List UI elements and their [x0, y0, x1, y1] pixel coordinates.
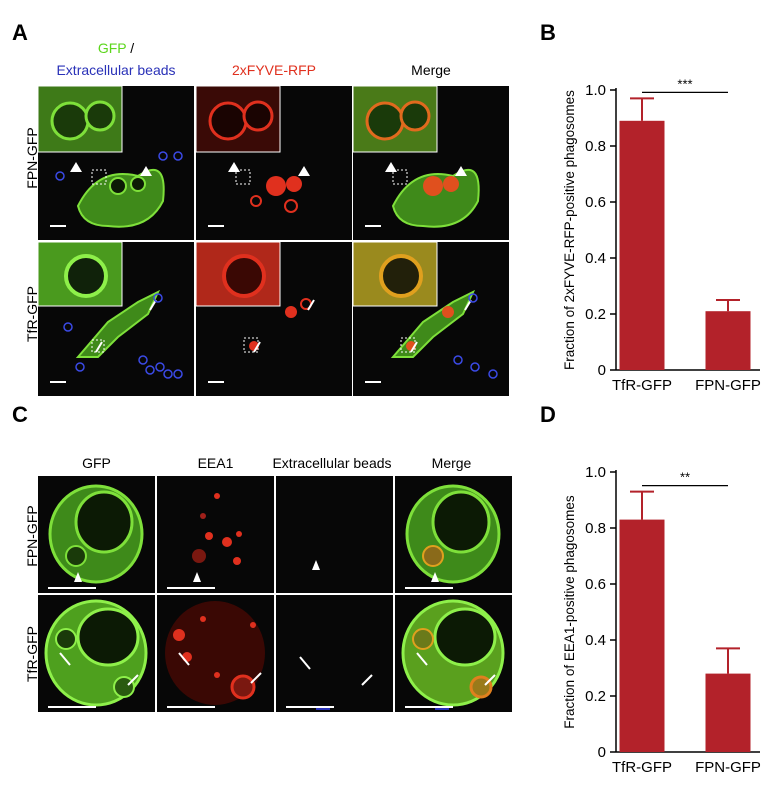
chart-b-bar-0 — [619, 120, 665, 370]
panel-letter-b: B — [540, 20, 556, 45]
chart-d-ytick-label: 1.0 — [585, 464, 606, 481]
micrograph-c-fpn-beads-image — [312, 560, 320, 570]
micrograph-a-tfr-gfp — [38, 242, 194, 396]
panel-a-gfp-label: GFP / — [38, 40, 194, 56]
chart-b-ytick-label: 0.4 — [585, 250, 606, 267]
micrograph-c-fpn-merge-image — [405, 484, 501, 589]
micrograph-c-tfr-merge-image — [401, 599, 505, 710]
chart-b-ytick-label: 0.8 — [585, 138, 606, 155]
micrograph-a-fpn-gfp-image — [38, 86, 183, 228]
chart-b: 0 0.2 0.4 0.6 0.8 1.0 Fraction of 2xFYVE-RFP-p… — [540, 40, 774, 400]
chart-b-significance-label: *** — [677, 76, 692, 91]
chart-b-bar-1 — [705, 311, 751, 370]
micrograph-a-fpn-rfp-image — [196, 86, 310, 227]
panel-a-beads-label: Extracellular beads — [56, 62, 176, 78]
micrograph-a-fpn-merge-image — [353, 86, 480, 228]
panel-c-gfp-label: GFP — [82, 455, 111, 471]
chart-d: 0 0.2 0.4 0.6 0.8 1.0 Fraction of EEA1-positiv… — [540, 422, 774, 793]
panel-letter-c: C — [12, 402, 28, 427]
micrograph-a-tfr-gfp-image — [38, 242, 183, 383]
micrograph-c-fpn-beads — [276, 476, 393, 593]
chart-b-ytick-label: 1.0 — [585, 82, 606, 99]
panel-letter-d: D — [540, 402, 556, 427]
chart-d-ylabel: Fraction of EEA1-positive phagosomes — [562, 495, 577, 729]
panel-c-beads-label: Extracellular beads — [272, 455, 392, 471]
gfp-label: GFP — [97, 40, 127, 56]
micrograph-a-fpn-rfp — [196, 86, 352, 240]
chart-d-ytick-label: 0.8 — [585, 520, 606, 537]
micrograph-c-tfr-beads — [276, 595, 393, 712]
micrograph-c-fpn-gfp-image — [48, 484, 144, 589]
panel-letter-a: A — [12, 20, 28, 45]
chart-b-ytick-label: 0.2 — [585, 306, 606, 323]
micrograph-c-tfr-gfp — [38, 595, 155, 712]
panel-c-merge-label: Merge — [431, 455, 472, 471]
chart-b-ytick-label: 0 — [598, 362, 606, 379]
micrograph-c-tfr-beads-image — [286, 656, 373, 710]
chart-d-significance-label: ** — [680, 470, 690, 485]
chart-d-svg: 0 0.2 0.4 0.6 0.8 1.0 Fraction of EEA1-positiv… — [562, 464, 761, 776]
micrograph-a-fpn-merge — [353, 86, 509, 240]
chart-d-ytick-label: 0.4 — [585, 632, 606, 649]
chart-d-ytick-label: 0.2 — [585, 688, 606, 705]
chart-b-svg: 0 0.2 0.4 0.6 0.8 1.0 Fraction of 2xFYVE-RFP-p… — [562, 76, 761, 394]
micrograph-c-fpn-eea1-image — [167, 493, 242, 589]
chart-b-ylabel: Fraction of 2xFYVE-RFP-positive phagosom… — [562, 90, 577, 370]
micrograph-c-fpn-merge — [395, 476, 512, 593]
micrograph-c-tfr-eea1-image — [165, 601, 265, 708]
chart-d-ytick-label: 0 — [598, 744, 606, 761]
micrograph-c-tfr-merge — [395, 595, 512, 712]
chart-b-ytick-label: 0.6 — [585, 194, 606, 211]
slash: / — [126, 40, 135, 56]
panel-a-rfp-label: 2xFYVE-RFP — [231, 62, 316, 78]
micrograph-c-tfr-eea1 — [157, 595, 274, 712]
chart-d-ytick-label: 0.6 — [585, 576, 606, 593]
micrograph-c-tfr-gfp-image — [44, 599, 148, 708]
micrograph-a-tfr-merge-image — [353, 242, 498, 383]
chart-d-xtick-label-0: TfR-GFP — [612, 759, 672, 776]
micrograph-a-fpn-gfp — [38, 86, 194, 240]
chart-b-xtick-label-1: FPN-GFP — [695, 377, 761, 394]
chart-d-bar-1 — [705, 673, 751, 752]
micrograph-a-tfr-rfp — [196, 242, 352, 396]
micrograph-c-fpn-eea1 — [157, 476, 274, 593]
micrograph-a-tfr-rfp-image — [196, 242, 315, 383]
micrograph-c-fpn-gfp — [38, 476, 155, 593]
chart-b-xtick-label-0: TfR-GFP — [612, 377, 672, 394]
panel-a-merge-label: Merge — [411, 62, 451, 78]
chart-d-xtick-label-1: FPN-GFP — [695, 759, 761, 776]
panel-c-eea1-label: EEA1 — [197, 455, 234, 471]
chart-d-bar-0 — [619, 519, 665, 752]
micrograph-a-tfr-merge — [353, 242, 509, 396]
